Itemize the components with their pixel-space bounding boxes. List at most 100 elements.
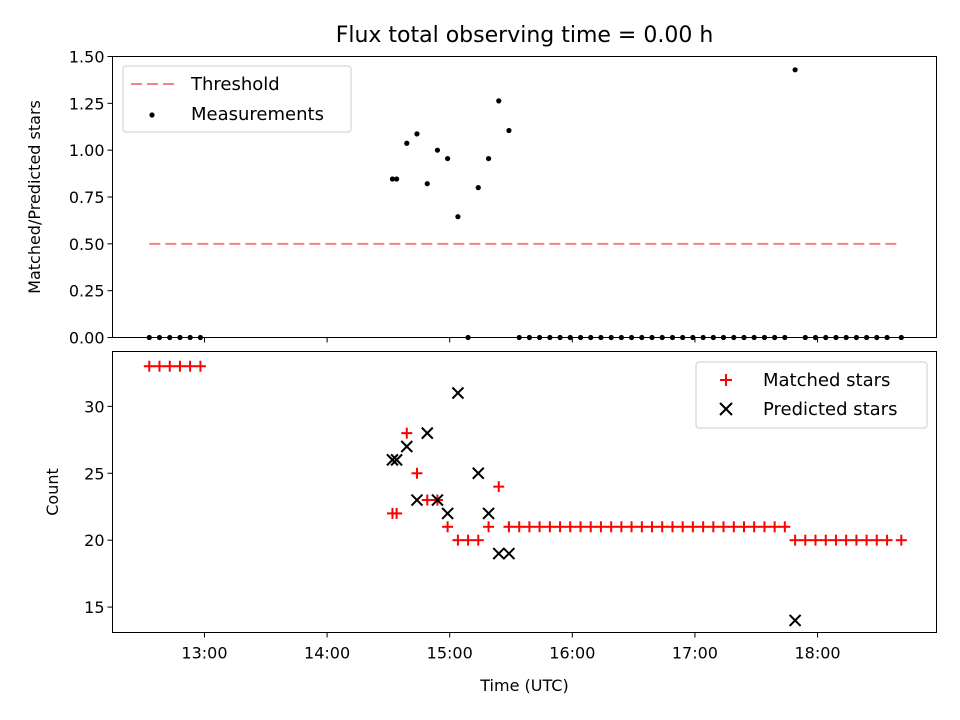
bottom-panel: Count Time (UTC) 15 20 25 30 13:00 14:00 15:0… xyxy=(43,351,937,695)
measurement-point xyxy=(389,176,396,182)
top-y-ticks: 0.00 0.25 0.50 0.75 1.00 1.25 1.50 xyxy=(69,48,113,348)
matched-star-point xyxy=(850,534,862,546)
matched-star-point xyxy=(483,521,495,533)
legend-predicted-label: Predicted stars xyxy=(763,399,897,420)
bottom-y-tick-label: 25 xyxy=(84,464,104,483)
predicted-star-point xyxy=(410,493,424,507)
matched-star-point xyxy=(779,521,791,533)
legend-matched-swatch xyxy=(720,374,732,386)
predicted-star-point xyxy=(472,467,485,480)
predicted-star-point xyxy=(400,440,413,453)
bottom-axes-frame xyxy=(112,351,937,633)
matched-star-point xyxy=(143,360,155,372)
measurement-point xyxy=(496,98,502,104)
matched-star-point xyxy=(503,521,515,533)
matched-star-point xyxy=(523,521,535,533)
matched-star-point xyxy=(677,521,689,533)
measurement-point xyxy=(455,214,461,220)
bottom-plot-area xyxy=(143,360,907,627)
bottom-x-ticks: 13:00 14:00 15:00 16:00 17:00 18:00 xyxy=(181,632,841,663)
matched-star-point xyxy=(421,494,433,506)
matched-star-point xyxy=(472,534,484,546)
measurement-point xyxy=(404,140,410,146)
bottom-y-tick-label: 15 xyxy=(84,598,104,617)
matched-star-point xyxy=(799,534,811,546)
measurement-point xyxy=(434,147,441,153)
matched-star-point xyxy=(605,521,617,533)
top-y-tick-label: 1.50 xyxy=(69,48,105,67)
legend-measurements-swatch xyxy=(149,112,155,118)
legend-threshold-label: Threshold xyxy=(190,74,280,95)
top-legend-box xyxy=(122,65,352,133)
bottom-x-axis-label: Time (UTC) xyxy=(479,676,568,695)
matched-star-point xyxy=(564,521,576,533)
measurement-point xyxy=(414,131,420,137)
matched-star-point xyxy=(411,467,423,479)
bottom-y-tick-label: 20 xyxy=(84,531,104,550)
top-y-axis-label: Matched/Predicted stars xyxy=(25,100,44,294)
matched-star-point xyxy=(881,534,893,546)
measurement-point xyxy=(506,127,512,134)
matched-star-point xyxy=(452,534,464,546)
matched-star-point xyxy=(513,521,525,533)
bottom-x-tick-label: 14:00 xyxy=(304,644,350,663)
matched-star-point xyxy=(626,521,638,533)
measurement-point xyxy=(485,155,492,162)
matched-star-point xyxy=(401,427,413,439)
predicted-star-point xyxy=(492,547,505,560)
matched-star-point xyxy=(718,521,730,533)
top-chart-title: Flux total observing time = 0.00 h xyxy=(336,23,714,48)
predicted-star-point xyxy=(451,386,465,400)
matched-star-point xyxy=(153,360,165,372)
matched-star-point xyxy=(391,507,403,519)
matched-star-point xyxy=(697,521,709,533)
matched-star-point xyxy=(462,534,474,546)
measurement-point xyxy=(394,176,400,182)
matched-star-point xyxy=(174,360,186,372)
matched-star-point xyxy=(656,521,668,533)
bottom-legend-box xyxy=(695,361,928,429)
top-y-tick-label: 1.25 xyxy=(69,94,105,113)
predicted-star-point xyxy=(482,507,495,520)
predicted-star-point xyxy=(390,453,403,467)
measurement-point xyxy=(445,155,451,162)
top-y-tick-label: 0.25 xyxy=(69,282,105,301)
matched-star-point xyxy=(595,521,607,533)
matched-star-point xyxy=(575,521,587,533)
matched-star-point xyxy=(748,521,760,533)
top-y-tick-label: 0.50 xyxy=(69,235,105,254)
measurement-point xyxy=(792,67,798,73)
top-y-tick-label: 0.00 xyxy=(69,329,105,348)
predicted-star-point xyxy=(441,507,454,520)
matched-star-point xyxy=(534,521,546,533)
bottom-y-axis-label: Count xyxy=(43,468,62,516)
legend-predicted-swatch xyxy=(719,402,733,416)
matched-star-point xyxy=(615,521,627,533)
legend-measurements-label: Measurements xyxy=(191,104,324,125)
matched-star-point xyxy=(667,521,679,533)
top-panel: Flux total observing time = 0.00 h Match… xyxy=(25,23,937,348)
measurement-point xyxy=(424,181,430,187)
matched-star-point xyxy=(728,521,740,533)
matched-star-point xyxy=(646,521,658,533)
matched-star-point xyxy=(769,521,781,533)
bottom-x-tick-label: 16:00 xyxy=(549,644,595,663)
matched-star-point xyxy=(687,521,699,533)
bottom-legend: Matched stars Predicted stars xyxy=(695,361,928,429)
matched-star-point xyxy=(830,534,842,546)
matched-star-point xyxy=(164,360,176,372)
matched-star-point xyxy=(184,360,196,372)
predicted-star-point xyxy=(788,614,802,627)
predicted-star-point xyxy=(421,426,434,440)
matched-star-point xyxy=(707,521,719,533)
matched-star-point xyxy=(554,521,566,533)
legend-matched-label: Matched stars xyxy=(763,370,890,391)
matched-star-point xyxy=(194,360,206,372)
top-axes-frame xyxy=(112,56,937,338)
matched-star-point xyxy=(442,521,454,533)
matched-star-point xyxy=(809,534,821,546)
matched-star-point xyxy=(493,481,505,493)
matched-star-point xyxy=(895,534,907,546)
predicted-star-point xyxy=(386,453,399,467)
